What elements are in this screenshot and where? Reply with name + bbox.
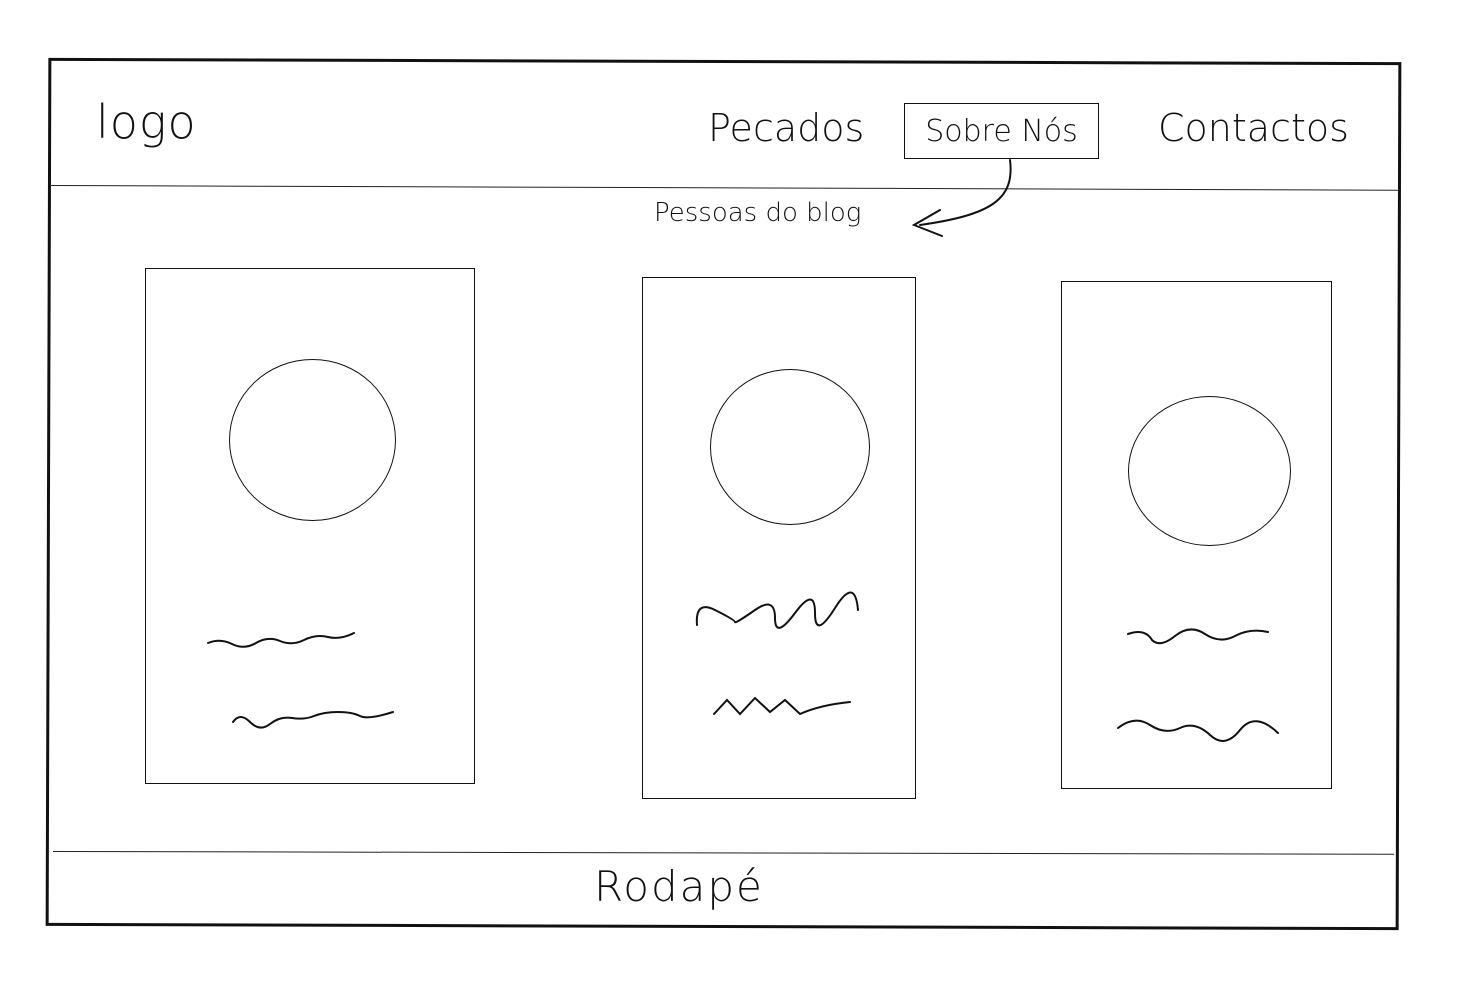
person-card-1[interactable]: [145, 268, 475, 784]
annotation-text: Pessoas do blog: [654, 198, 862, 228]
card-2-text-line-2: [713, 696, 851, 716]
card-2-text-line-1: [695, 591, 859, 629]
nav-link-sobre-nos-label: Sobre Nós: [925, 113, 1078, 149]
card-3-text-line-2: [1117, 719, 1279, 742]
nav-link-contactos[interactable]: Contactos: [1158, 106, 1349, 150]
logo[interactable]: logo: [96, 95, 197, 149]
card-1-text-line-2: [232, 710, 394, 729]
person-card-3[interactable]: [1061, 281, 1332, 789]
person-card-2-avatar: [710, 369, 870, 525]
person-card-2[interactable]: [642, 277, 916, 799]
nav-link-pecados[interactable]: Pecados: [708, 106, 865, 150]
footer-label: Rodapé: [594, 862, 764, 911]
card-3-text-line-1: [1127, 628, 1269, 645]
person-card-3-avatar: [1128, 396, 1291, 546]
card-1-text-line-1: [207, 632, 355, 648]
arrow-left-icon: [911, 159, 1012, 237]
person-card-1-avatar: [229, 359, 396, 521]
nav-link-sobre-nos[interactable]: Sobre Nós: [904, 103, 1099, 159]
